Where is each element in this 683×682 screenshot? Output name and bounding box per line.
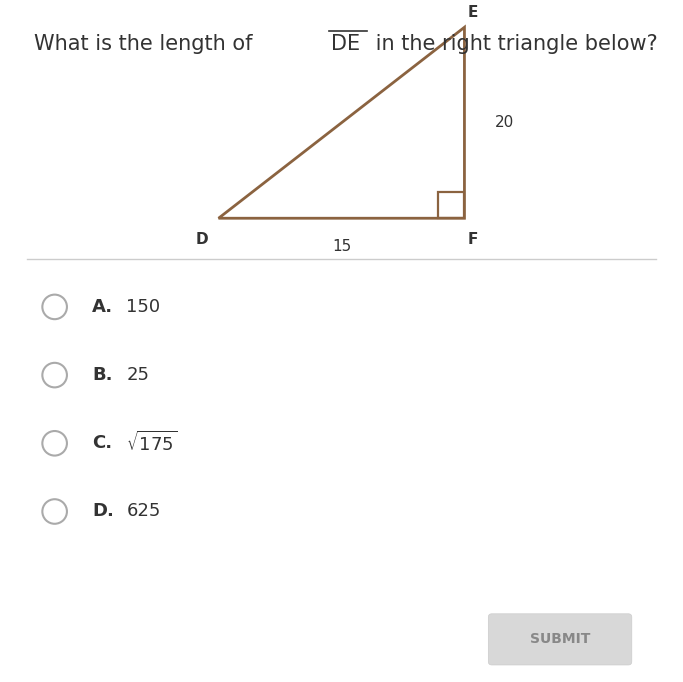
Text: DE: DE: [331, 34, 361, 54]
Text: F: F: [468, 232, 478, 247]
Text: C.: C.: [92, 434, 112, 452]
Text: D: D: [195, 232, 208, 247]
Text: 20: 20: [495, 115, 514, 130]
Text: 150: 150: [126, 298, 161, 316]
Text: 25: 25: [126, 366, 150, 384]
Text: E: E: [468, 5, 478, 20]
Text: SUBMIT: SUBMIT: [530, 632, 590, 647]
Text: 625: 625: [126, 503, 161, 520]
FancyBboxPatch shape: [488, 614, 632, 665]
Text: D.: D.: [92, 503, 114, 520]
Text: A.: A.: [92, 298, 113, 316]
Text: 15: 15: [332, 239, 351, 254]
Text: B.: B.: [92, 366, 113, 384]
Text: $\sqrt{175}$: $\sqrt{175}$: [126, 431, 178, 456]
Text: What is the length of: What is the length of: [34, 34, 260, 54]
Text: in the right triangle below?: in the right triangle below?: [369, 34, 658, 54]
